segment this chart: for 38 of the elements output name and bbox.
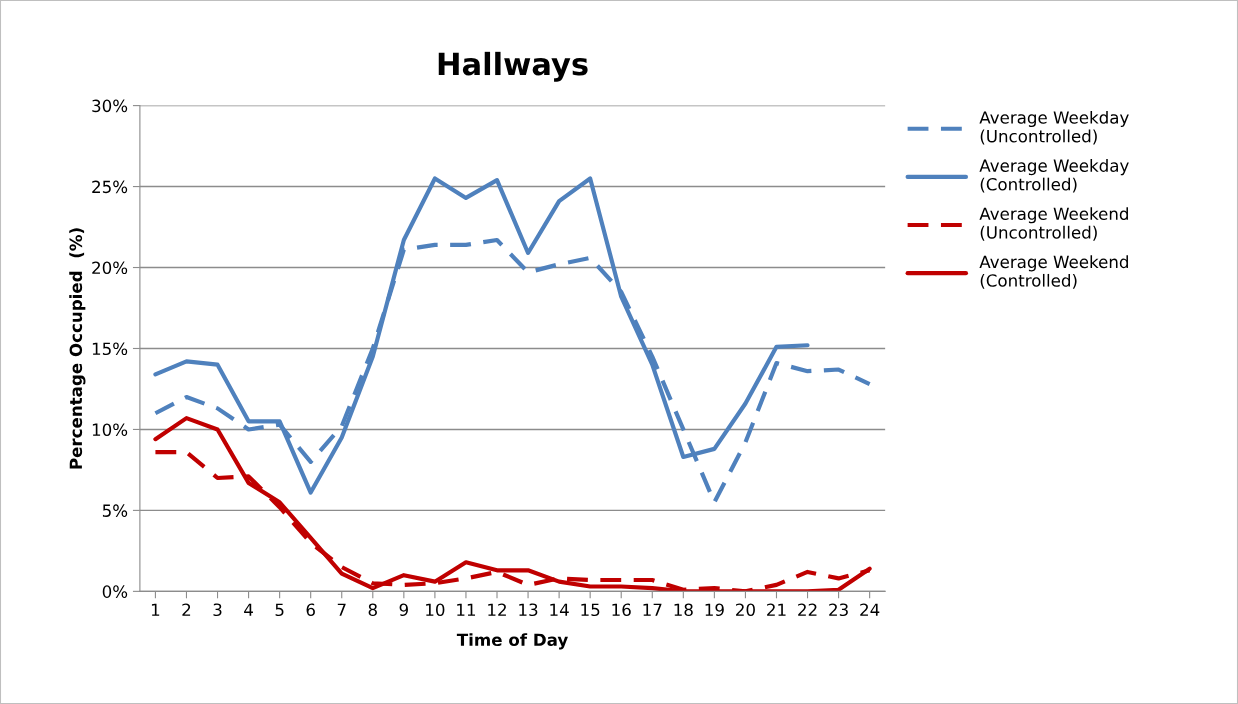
x-tick-label: 10 bbox=[426, 603, 445, 617]
chart-title: Hallways bbox=[438, 51, 588, 82]
legend-label: Average Weekday (Controlled) bbox=[979, 159, 1129, 193]
y-axis-title: Percentage Occupied (%) bbox=[69, 228, 86, 469]
x-tick-label: 22 bbox=[798, 603, 817, 616]
y-tick-label: 0% bbox=[102, 585, 128, 598]
x-tick-label: 3 bbox=[213, 603, 222, 617]
x-tick-label: 13 bbox=[519, 603, 538, 617]
x-tick-label: 5 bbox=[275, 603, 284, 617]
x-tick-label: 11 bbox=[457, 603, 476, 616]
y-tick-label: 5% bbox=[102, 504, 128, 517]
x-tick-label: 15 bbox=[581, 603, 600, 617]
x-tick-label: 19 bbox=[705, 603, 724, 617]
x-tick-label: 4 bbox=[244, 603, 253, 616]
y-tick-label: 30% bbox=[92, 99, 128, 113]
x-tick-label: 16 bbox=[612, 603, 631, 617]
x-tick-label: 8 bbox=[368, 603, 377, 617]
y-tick-label: 25% bbox=[92, 180, 128, 194]
legend-label: Average Weekend (Controlled) bbox=[979, 255, 1128, 289]
x-tick-label: 2 bbox=[182, 603, 191, 616]
x-axis-title: Time of Day bbox=[456, 633, 568, 650]
x-tick-label: 9 bbox=[399, 603, 408, 617]
x-tick-label: 1 bbox=[151, 603, 160, 616]
x-tick-label: 7 bbox=[337, 603, 346, 616]
x-tick-label: 14 bbox=[550, 603, 569, 616]
x-tick-label: 24 bbox=[860, 603, 880, 616]
x-tick-label: 6 bbox=[306, 603, 315, 617]
x-tick-label: 20 bbox=[736, 603, 755, 617]
y-tick-label: 20% bbox=[92, 261, 128, 275]
x-tick-label: 18 bbox=[674, 603, 693, 617]
legend-label: Average Weekend (Uncontrolled) bbox=[979, 207, 1128, 241]
x-tick-label: 23 bbox=[829, 603, 848, 617]
y-tick-label: 15% bbox=[92, 342, 128, 356]
x-tick-label: 21 bbox=[767, 603, 786, 616]
x-tick-label: 17 bbox=[643, 603, 662, 616]
y-tick-label: 10% bbox=[92, 423, 128, 437]
legend-label: Average Weekday (Uncontrolled) bbox=[979, 110, 1129, 145]
x-tick-label: 12 bbox=[488, 603, 506, 616]
